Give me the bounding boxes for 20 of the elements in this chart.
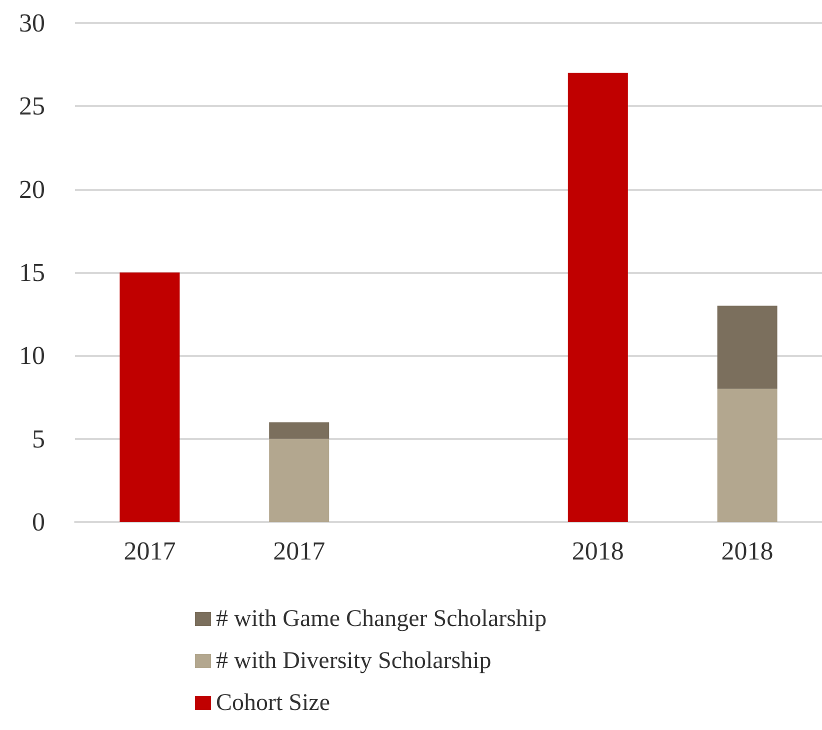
x-tick-label: 2017 — [273, 536, 326, 566]
bar — [269, 438, 330, 522]
y-tick-label: 10 — [19, 341, 45, 370]
y-tick-label: 25 — [19, 92, 45, 121]
legend-label: # with Game Changer Scholarship — [216, 606, 547, 632]
bar — [568, 72, 628, 522]
y-tick-label: 5 — [32, 424, 45, 454]
y-tick-label: 20 — [19, 174, 45, 204]
x-tick-label: 2017 — [124, 536, 176, 566]
legend-label: # with Diversity Scholarship — [216, 648, 492, 674]
bar — [120, 272, 180, 522]
x-tick-label: 2018 — [721, 536, 774, 566]
x-tick-label: 2018 — [572, 536, 624, 566]
bar — [717, 306, 778, 389]
legend-label: Cohort Size — [216, 690, 330, 716]
bar — [269, 422, 330, 439]
y-tick-label: 15 — [19, 258, 45, 287]
bar — [717, 388, 778, 522]
y-tick-label: 30 — [19, 8, 45, 38]
y-tick-label: 0 — [32, 508, 45, 536]
